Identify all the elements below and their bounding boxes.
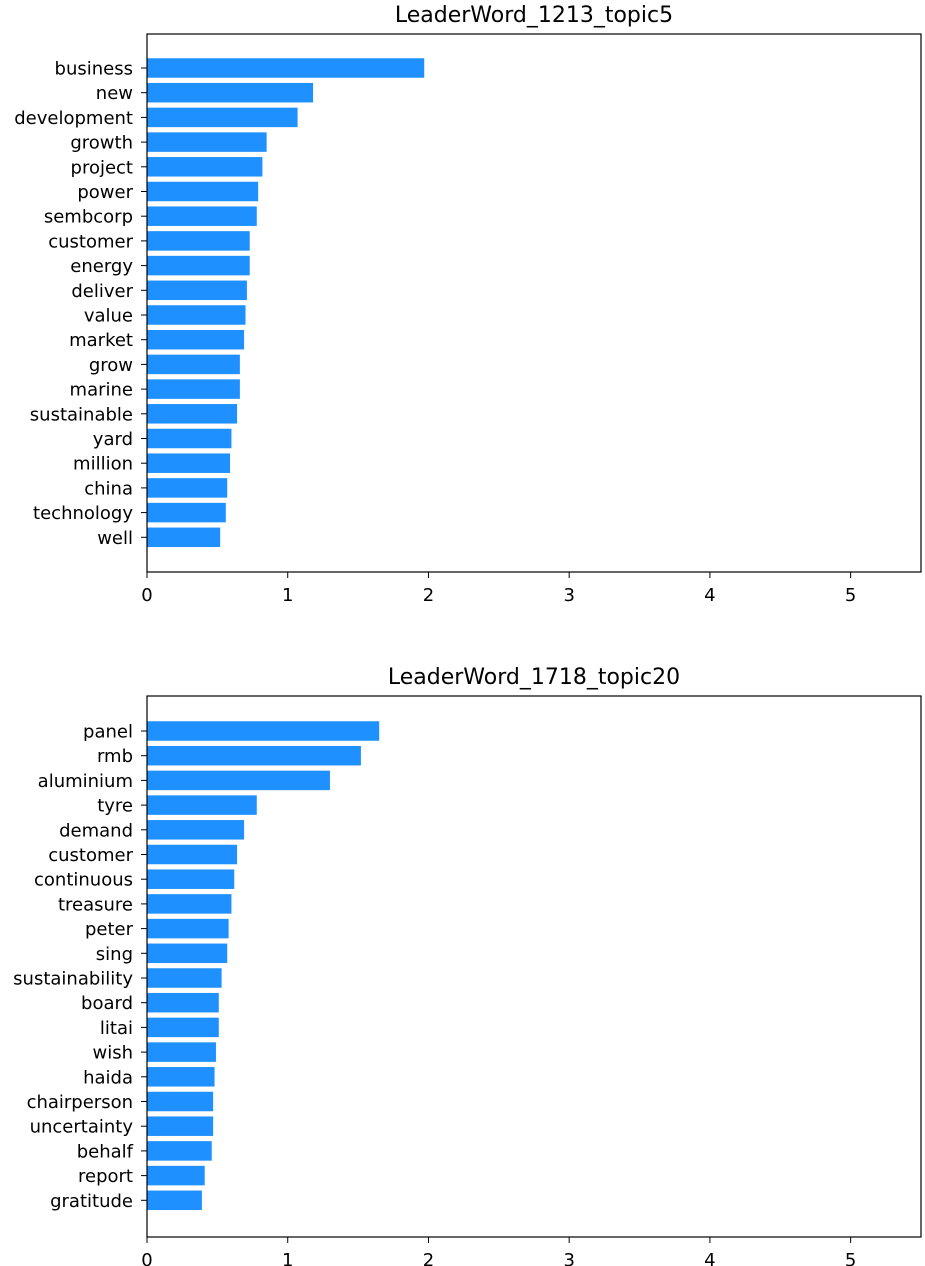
bar-report <box>147 1165 205 1186</box>
bar-demand <box>147 820 245 840</box>
y-tick-label: uncertainty <box>30 1117 134 1138</box>
y-tick-label: new <box>96 83 133 104</box>
bar-well <box>147 527 221 548</box>
y-tick-label: demand <box>59 820 133 841</box>
chart-title: LeaderWord_1718_topic20 <box>388 665 680 690</box>
y-tick-label: sustainable <box>30 404 133 425</box>
y-tick-label: value <box>84 306 133 327</box>
plot-frame <box>146 33 922 573</box>
bar-tyre <box>147 795 257 815</box>
bar-marine <box>147 379 240 399</box>
chart-panel-1: LeaderWord_1213_topic5 business new develop… <box>14 3 922 606</box>
bar-continuous <box>147 869 235 889</box>
bar-grow <box>147 354 240 375</box>
y-tick-label: business <box>55 59 133 80</box>
y-tick-label: sembcorp <box>44 207 133 228</box>
y-tick-label: customer <box>48 231 133 252</box>
y-tick-label: board <box>81 993 133 1014</box>
bar-power <box>147 181 259 202</box>
bar-sembcorp <box>147 206 257 226</box>
bar-treasure <box>147 894 232 914</box>
bar-value <box>147 305 246 325</box>
y-tick-label: power <box>77 182 133 203</box>
y-tick-label: sing <box>96 944 133 965</box>
y-tick-label: customer <box>48 845 133 866</box>
x-tick-label: 0 <box>141 585 152 606</box>
y-tick-label: aluminium <box>38 771 133 792</box>
y-tick-label: gratitude <box>50 1191 133 1212</box>
bar-energy <box>147 255 250 276</box>
bar-rmb <box>147 745 361 766</box>
y-tick-label: energy <box>70 256 133 277</box>
y-tick-label: development <box>14 108 133 129</box>
x-tick-label: 3 <box>563 1250 574 1266</box>
x-tick-label: 3 <box>563 585 574 606</box>
bar-yard <box>147 428 232 449</box>
y-tick-label: market <box>69 330 133 351</box>
bar-technology <box>147 502 226 523</box>
y-tick-label: peter <box>85 919 134 940</box>
bar-aluminium <box>147 770 330 791</box>
bar-sing <box>147 943 228 964</box>
y-tick-label: deliver <box>71 281 133 302</box>
bar-customer <box>147 844 238 865</box>
x-tick-label: 0 <box>141 1250 152 1266</box>
bar-behalf <box>147 1141 212 1161</box>
bar-uncertainty <box>147 1116 214 1136</box>
y-tick-label: report <box>78 1166 133 1187</box>
y-tick-label: panel <box>83 722 133 743</box>
y-tick-label: haida <box>83 1067 133 1088</box>
y-tick-label: well <box>97 528 133 549</box>
y-tick-label: behalf <box>77 1141 134 1162</box>
chart-title: LeaderWord_1213_topic5 <box>395 3 673 28</box>
y-tick-label: sustainability <box>13 969 133 990</box>
x-tick-label: 1 <box>282 585 293 606</box>
y-tick-label: chairperson <box>27 1092 133 1113</box>
bar-growth <box>147 132 267 152</box>
bar-deliver <box>147 280 247 301</box>
y-tick-label: treasure <box>58 894 133 915</box>
y-tick-label: rmb <box>97 746 133 767</box>
y-tick-label: continuous <box>34 870 133 891</box>
bar-new <box>147 82 314 103</box>
bar-peter <box>147 918 229 939</box>
bar-market <box>147 329 245 350</box>
bar-sustainability <box>147 968 222 988</box>
bar-customer <box>147 231 250 251</box>
y-tick-label: project <box>71 157 133 178</box>
bar-board <box>147 992 219 1013</box>
bar-haida <box>147 1067 215 1087</box>
y-tick-label: tyre <box>97 796 133 817</box>
bar-gratitude <box>147 1190 202 1211</box>
x-tick-label: 4 <box>704 585 715 606</box>
y-tick-label: marine <box>70 380 133 401</box>
bar-chairperson <box>147 1091 214 1112</box>
x-tick-label: 5 <box>845 585 856 606</box>
x-tick-label: 2 <box>423 585 434 606</box>
plot-frame <box>146 695 922 1238</box>
bar-china <box>147 478 228 498</box>
y-tick-label: yard <box>93 429 133 450</box>
bar-litai <box>147 1017 219 1038</box>
bar-wish <box>147 1042 216 1062</box>
x-tick-label: 2 <box>423 1250 434 1266</box>
y-tick-label: growth <box>70 133 133 154</box>
y-tick-label: grow <box>89 355 133 376</box>
bar-sustainable <box>147 404 238 424</box>
y-tick-label: litai <box>100 1018 133 1039</box>
bar-project <box>147 157 263 177</box>
y-tick-label: wish <box>92 1043 133 1064</box>
y-tick-label: technology <box>33 503 133 524</box>
y-tick-label: million <box>73 454 133 475</box>
bar-business <box>147 58 425 78</box>
x-tick-label: 5 <box>845 1250 856 1266</box>
bar-panel <box>147 721 380 741</box>
bar-million <box>147 453 231 473</box>
x-tick-label: 1 <box>282 1250 293 1266</box>
bar-development <box>147 107 298 128</box>
y-tick-label: china <box>84 478 133 499</box>
x-tick-label: 4 <box>704 1250 715 1266</box>
